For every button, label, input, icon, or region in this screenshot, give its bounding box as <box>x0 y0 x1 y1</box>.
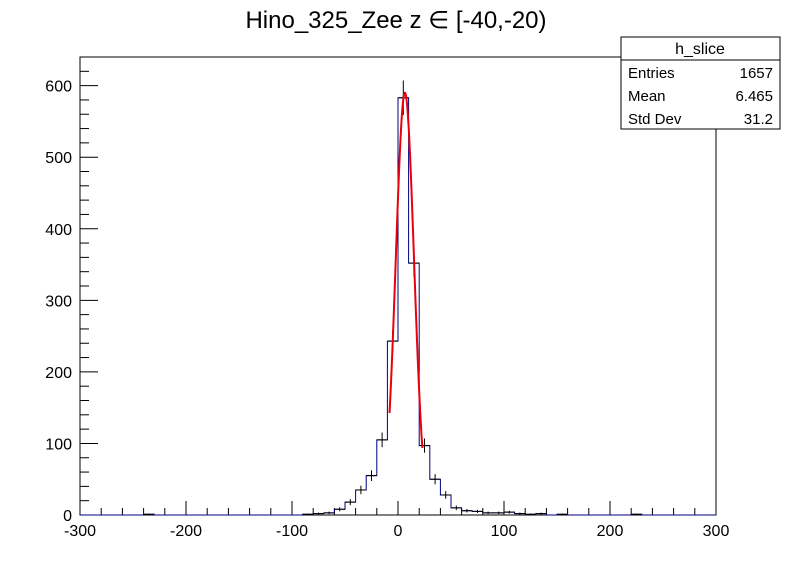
y-tick-label: 200 <box>45 365 72 382</box>
y-tick-label: 600 <box>45 79 72 96</box>
histogram <box>80 97 716 516</box>
stats-stddev-label: Std Dev <box>628 111 682 128</box>
histogram-outline <box>80 97 716 516</box>
x-tick-label: -300 <box>64 523 96 540</box>
x-tick-label: -200 <box>170 523 202 540</box>
chart-title: Hino_325_Zee z ∈ [-40,-20) <box>245 7 546 34</box>
stats-box-title: h_slice <box>675 41 725 58</box>
stats-entries-label: Entries <box>628 65 675 82</box>
stats-mean-label: Mean <box>628 88 666 105</box>
gaussian-fit <box>388 91 424 449</box>
x-tick-label: 100 <box>491 523 518 540</box>
fit-curve <box>388 91 424 449</box>
stats-mean-value: 6.465 <box>735 88 773 105</box>
x-tick-label: 300 <box>703 523 730 540</box>
x-axis: -300 -200 -100 0 100 200 300 <box>64 501 729 540</box>
x-tick-label: -100 <box>276 523 308 540</box>
x-tick-label: 200 <box>597 523 624 540</box>
stats-stddev-value: 31.2 <box>744 111 773 128</box>
stats-box: h_slice Entries 1657 Mean 6.465 Std Dev … <box>620 36 781 130</box>
y-tick-label: 300 <box>45 293 72 310</box>
y-axis: 0 100 200 300 400 500 600 <box>45 70 98 525</box>
stats-entries-value: 1657 <box>740 65 773 82</box>
y-tick-label: 0 <box>63 508 72 525</box>
error-bars <box>143 80 642 515</box>
y-tick-label: 100 <box>45 436 72 453</box>
y-tick-label: 500 <box>45 150 72 167</box>
y-tick-label: 400 <box>45 222 72 239</box>
x-tick-label: 0 <box>394 523 403 540</box>
